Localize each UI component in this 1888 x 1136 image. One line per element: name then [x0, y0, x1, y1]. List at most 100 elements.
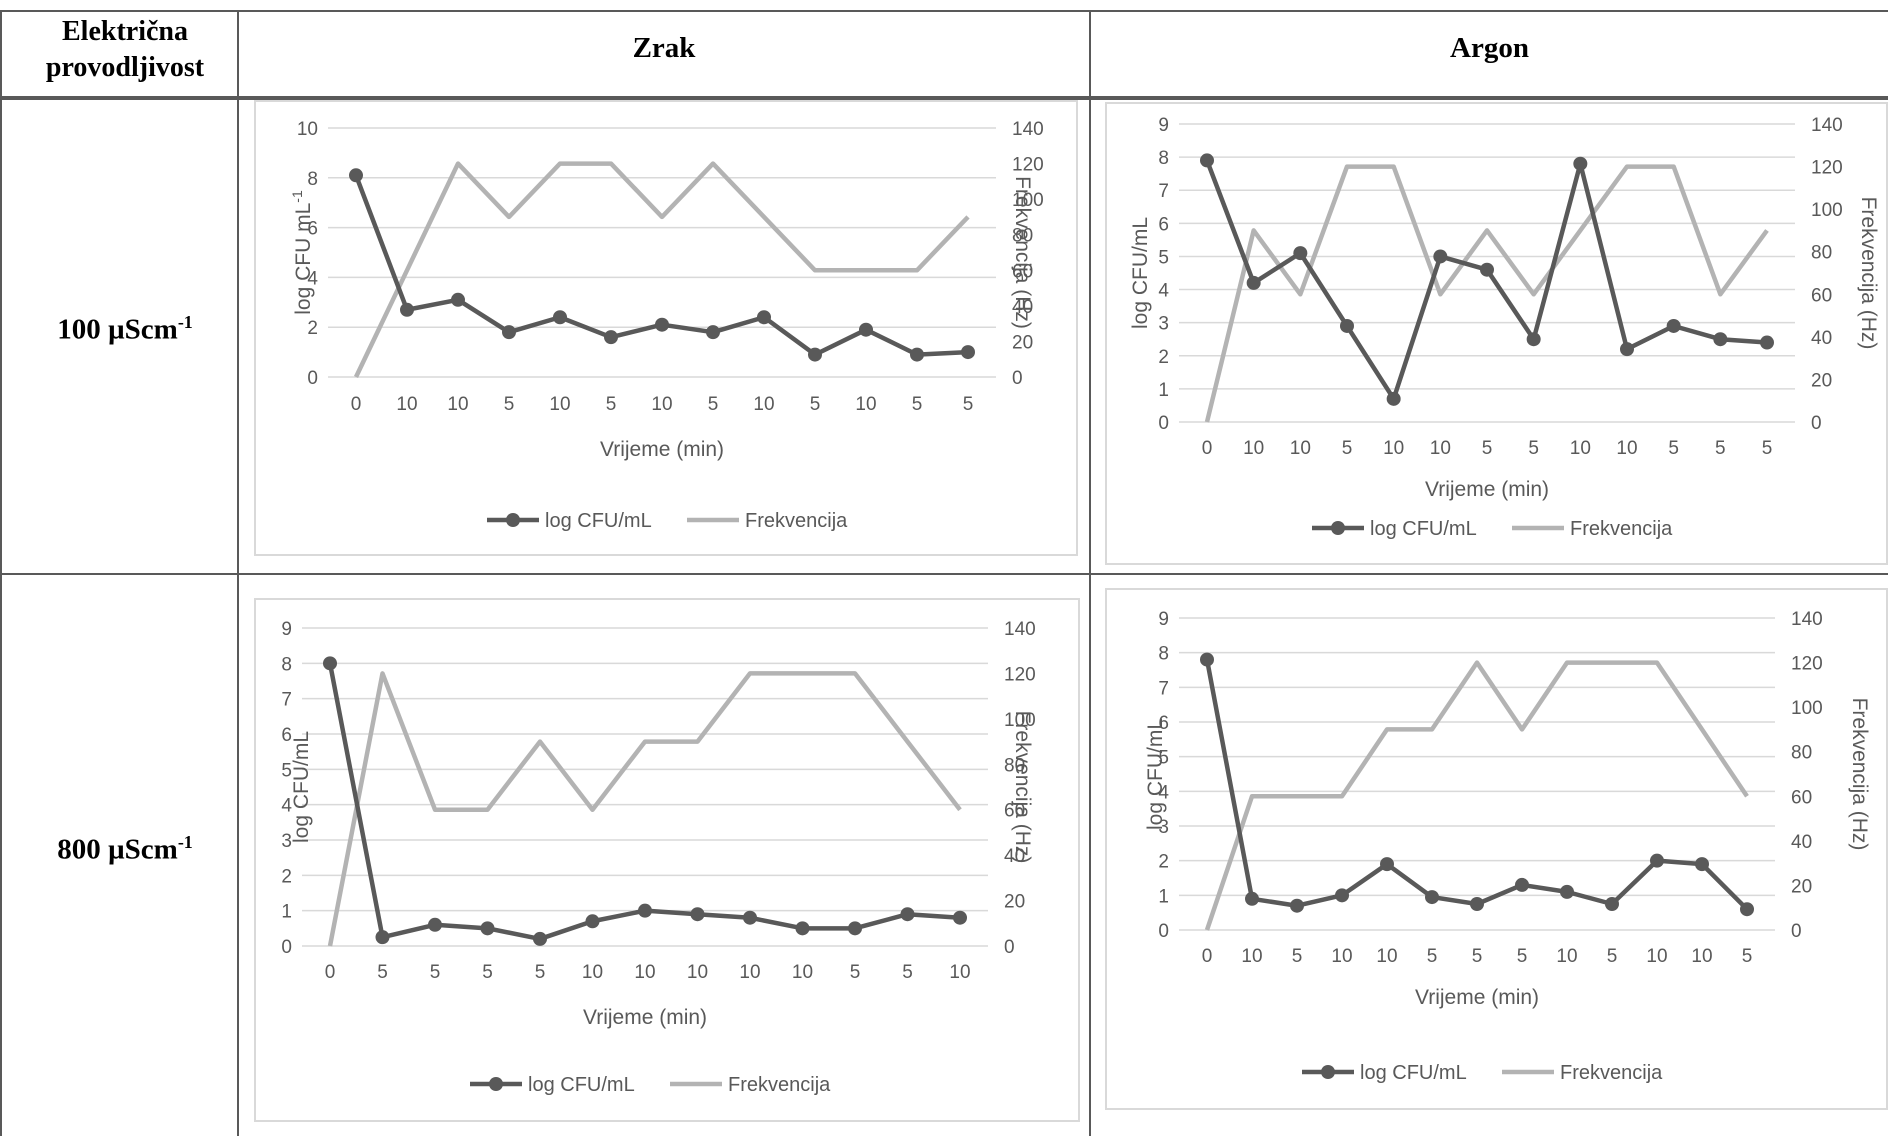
- series-log-cfu-line: [1204, 659, 1749, 911]
- x-tick-label: 5: [535, 962, 546, 983]
- x-tick-label: 5: [912, 394, 923, 415]
- y-tick-label: 8: [307, 169, 318, 190]
- y2-tick-label: 0: [1012, 368, 1023, 389]
- log-cfu-point: [961, 345, 975, 360]
- log-cfu-point: [848, 921, 862, 936]
- y-tick-label: 10: [297, 119, 318, 140]
- x-axis-title: Vrijeme (min): [600, 438, 724, 461]
- y-tick-label: 4: [281, 796, 292, 817]
- x-tick-label: 10: [1331, 946, 1352, 967]
- table-header-divider: [0, 96, 1888, 100]
- header-conductivity: Električna provodljivost: [45, 16, 205, 83]
- y-tick-label: 8: [281, 654, 292, 675]
- legend-log-cfu-marker: [506, 513, 520, 527]
- log-cfu-point: [428, 917, 442, 932]
- x-tick-label: 5: [1472, 946, 1483, 967]
- log-cfu-point: [1200, 652, 1214, 667]
- y2-tick-label: 100: [1004, 710, 1036, 731]
- log-cfu-point: [1380, 857, 1394, 872]
- y-axis-title-text: log CFU/mL: [1144, 718, 1167, 830]
- legend-log-cfu-label: log CFU/mL: [1360, 1062, 1467, 1084]
- y-tick-label: 0: [307, 368, 318, 389]
- header-zrak: Zrak: [632, 32, 696, 64]
- y2-tick-label: 80: [1791, 743, 1812, 764]
- table-col-divider-1: [237, 10, 239, 1136]
- x-tick-label: 10: [1616, 438, 1637, 459]
- x-tick-label: 5: [504, 394, 515, 415]
- series-frekvencija-line: [1204, 164, 1769, 423]
- log-cfu-point: [533, 931, 547, 946]
- x-tick-label: 10: [396, 394, 417, 415]
- x-tick-label: 5: [1342, 438, 1353, 459]
- log-cfu-point: [1620, 342, 1634, 357]
- x-tick-label: 5: [1517, 946, 1528, 967]
- log-cfu-point: [480, 921, 495, 936]
- y-tick-label: 1: [281, 902, 292, 923]
- log-cfu-point: [1290, 898, 1304, 913]
- y2-tick-label: 0: [1791, 921, 1802, 942]
- x-tick-label: 10: [582, 962, 603, 983]
- y-tick-label: 1: [1158, 886, 1169, 907]
- x-tick-label: 10: [1430, 438, 1451, 459]
- chart-argon-100-svg: 0 1 2 3 4 5 6 7 8 9 0 20 40 60 80 100 120 140 0 10 10 5 10 10 5 5…: [1129, 115, 1880, 540]
- y2-tick-label: 120: [1791, 654, 1823, 675]
- x-tick-label: 10: [651, 394, 672, 415]
- y-tick-label: 2: [307, 318, 318, 339]
- y2-tick-label: 20: [1791, 876, 1812, 897]
- x-tick-label: 5: [1427, 946, 1438, 967]
- log-cfu-point: [859, 322, 873, 337]
- log-cfu-point: [1713, 332, 1728, 347]
- log-cfu-point: [553, 310, 567, 325]
- x-tick-label: 0: [325, 962, 336, 983]
- chart-argon-800-svg: 0 1 2 3 4 5 6 7 8 9 0 20 40 60 80 100 120 140 0 10 5 10 10 5 5 5 1…: [1144, 609, 1871, 1084]
- series-frekvencija-line: [353, 161, 970, 378]
- x-tick-label: 5: [1715, 438, 1726, 459]
- log-cfu-point: [502, 325, 516, 340]
- y-axis-title-text: log CFU/mL: [290, 731, 313, 843]
- y2-tick-label: 100: [1012, 190, 1044, 211]
- y-axis-title-sup: -1: [289, 190, 305, 203]
- y2-tick-label: 120: [1012, 155, 1044, 176]
- log-cfu-point: [1526, 332, 1541, 347]
- log-cfu-point: [1386, 391, 1401, 406]
- x-tick-label: 5: [902, 962, 913, 983]
- y-tick-label: 0: [1158, 921, 1169, 942]
- y-tick-label: 3: [281, 831, 292, 852]
- y-tick-label: 5: [1158, 247, 1169, 268]
- y-tick-label: 9: [1158, 609, 1169, 630]
- x-tick-label: 5: [1607, 946, 1618, 967]
- series-frekvencija-line: [327, 671, 962, 947]
- row-label-100-sup: -1: [177, 312, 193, 332]
- y2-tick-label: 120: [1004, 664, 1036, 685]
- table-top-border: [0, 10, 1888, 12]
- log-cfu-point: [400, 302, 414, 317]
- log-cfu-point: [655, 317, 669, 332]
- log-cfu-point: [1425, 890, 1439, 905]
- y2-tick-label: 20: [1004, 892, 1025, 913]
- y-tick-label: 9: [281, 619, 292, 640]
- x-tick-label: 0: [351, 394, 362, 415]
- y-tick-label: 6: [281, 725, 292, 746]
- chart-zrak-800-svg: 0 1 2 3 4 5 6 7 8 9 0 20 40 60 80 100 120 140 0 5 5 5 5 10 10 10 1…: [281, 619, 1036, 1096]
- log-cfu-point: [953, 910, 967, 925]
- x-tick-label: 5: [1762, 438, 1773, 459]
- log-cfu-point: [1666, 318, 1681, 333]
- log-cfu-point: [1293, 246, 1308, 261]
- x-tick-label: 5: [1668, 438, 1679, 459]
- log-cfu-point: [795, 921, 810, 936]
- y-tick-label: 2: [1158, 852, 1169, 873]
- y2-tick-label: 40: [1004, 846, 1025, 867]
- x-tick-label: 5: [377, 962, 388, 983]
- legend-log-cfu-marker: [1321, 1065, 1335, 1079]
- y-tick-label: 7: [1158, 678, 1169, 699]
- log-cfu-point: [1695, 857, 1709, 872]
- row-label-100-text: 100 µScm: [57, 313, 178, 346]
- x-tick-label: 5: [482, 962, 493, 983]
- legend-log-cfu-label: log CFU/mL: [528, 1074, 635, 1096]
- log-cfu-point: [1470, 897, 1484, 911]
- x-tick-label: 5: [1742, 946, 1753, 967]
- x-tick-label: 10: [1570, 438, 1591, 459]
- x-tick-label: 5: [1482, 438, 1493, 459]
- x-axis-title: Vrijeme (min): [583, 1006, 707, 1029]
- y-tick-label: 3: [1158, 817, 1169, 838]
